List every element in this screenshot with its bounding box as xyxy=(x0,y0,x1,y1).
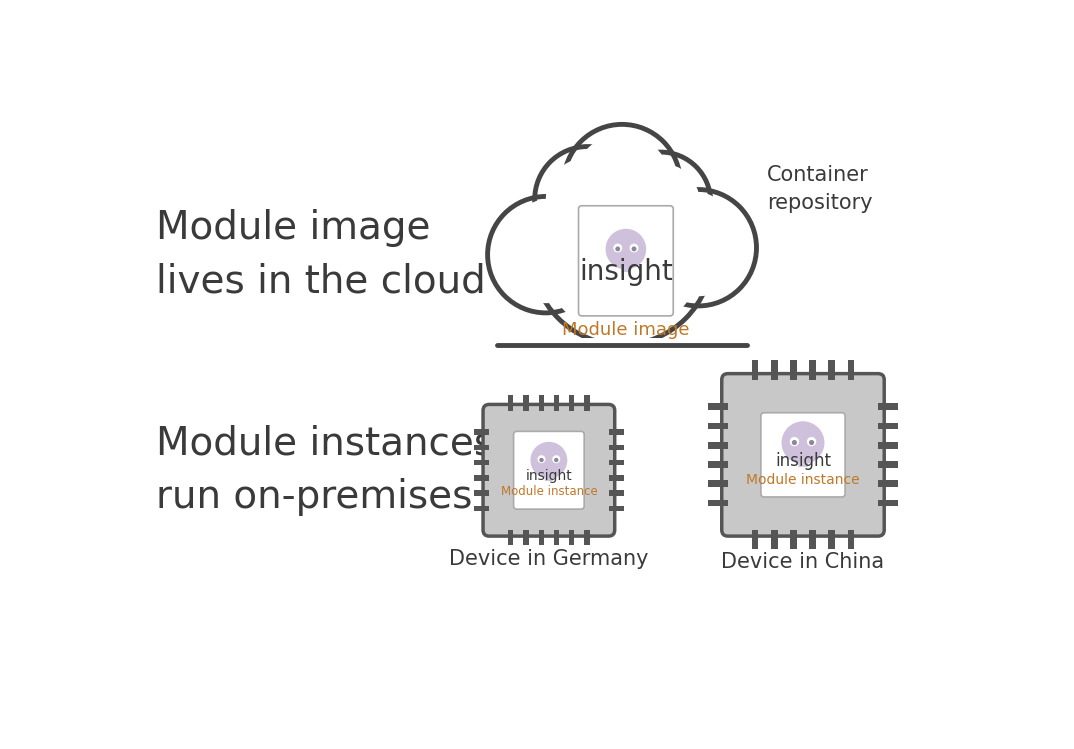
Circle shape xyxy=(807,437,816,446)
Bar xyxy=(584,395,590,410)
Text: Module image
lives in the cloud: Module image lives in the cloud xyxy=(156,209,485,300)
Bar xyxy=(508,530,513,545)
Bar xyxy=(523,530,528,545)
Text: Module instance: Module instance xyxy=(746,473,860,487)
Circle shape xyxy=(541,175,702,335)
Circle shape xyxy=(518,199,574,255)
Text: insight: insight xyxy=(775,452,831,470)
Circle shape xyxy=(574,134,670,231)
FancyBboxPatch shape xyxy=(722,374,884,536)
Circle shape xyxy=(564,124,680,240)
Text: Device in Germany: Device in Germany xyxy=(449,549,649,569)
Bar xyxy=(609,429,624,434)
Bar xyxy=(879,404,898,410)
Bar xyxy=(508,395,513,410)
Bar xyxy=(609,491,624,496)
Bar xyxy=(474,429,490,434)
Bar xyxy=(569,530,575,545)
Bar xyxy=(809,360,816,380)
Circle shape xyxy=(792,440,797,445)
Bar xyxy=(752,530,758,550)
Bar xyxy=(609,445,624,450)
Text: Module instances
run on-premises: Module instances run on-premises xyxy=(156,425,494,516)
Bar xyxy=(569,395,575,410)
Bar xyxy=(523,395,528,410)
FancyBboxPatch shape xyxy=(513,431,584,509)
Text: insight: insight xyxy=(525,469,572,483)
Bar xyxy=(709,404,728,410)
Circle shape xyxy=(782,421,825,464)
Circle shape xyxy=(629,243,638,252)
FancyBboxPatch shape xyxy=(483,404,614,536)
Bar xyxy=(809,530,816,550)
Bar xyxy=(709,500,728,506)
Bar xyxy=(790,530,797,550)
Circle shape xyxy=(622,163,699,240)
FancyBboxPatch shape xyxy=(622,267,630,272)
Bar xyxy=(879,500,898,506)
Text: Module image: Module image xyxy=(562,321,690,339)
Bar xyxy=(474,445,490,450)
Circle shape xyxy=(554,458,558,462)
FancyBboxPatch shape xyxy=(545,476,553,481)
Circle shape xyxy=(615,246,620,252)
Bar xyxy=(609,506,624,511)
Bar xyxy=(538,530,543,545)
Bar xyxy=(497,338,746,352)
Bar xyxy=(709,442,728,449)
Circle shape xyxy=(532,165,712,345)
Bar xyxy=(474,491,490,496)
Bar xyxy=(847,360,855,380)
Text: Device in China: Device in China xyxy=(722,552,885,572)
Bar xyxy=(790,360,797,380)
Circle shape xyxy=(497,206,594,303)
Bar xyxy=(709,422,728,429)
Text: Module instance: Module instance xyxy=(500,485,597,498)
Bar xyxy=(752,360,758,380)
Bar xyxy=(554,530,560,545)
Bar xyxy=(474,460,490,465)
Circle shape xyxy=(650,199,746,297)
Circle shape xyxy=(546,157,629,240)
Circle shape xyxy=(535,147,640,252)
Bar xyxy=(474,475,490,481)
Circle shape xyxy=(552,455,561,463)
Bar xyxy=(609,460,624,465)
Circle shape xyxy=(630,194,692,255)
Circle shape xyxy=(553,196,613,258)
Bar xyxy=(771,360,778,380)
Circle shape xyxy=(632,246,637,252)
Circle shape xyxy=(640,189,756,306)
Bar xyxy=(554,395,560,410)
Circle shape xyxy=(531,442,567,479)
Bar xyxy=(709,461,728,468)
FancyBboxPatch shape xyxy=(579,206,673,316)
Bar xyxy=(879,442,898,449)
FancyBboxPatch shape xyxy=(798,461,808,467)
Bar xyxy=(584,530,590,545)
Circle shape xyxy=(613,243,622,252)
Circle shape xyxy=(537,455,546,463)
Bar xyxy=(879,461,898,468)
Bar xyxy=(879,422,898,429)
Bar xyxy=(771,530,778,550)
Bar xyxy=(828,530,836,550)
Bar xyxy=(828,360,836,380)
Circle shape xyxy=(670,192,726,248)
Text: Container
repository: Container repository xyxy=(767,165,873,213)
Text: insight: insight xyxy=(579,258,672,286)
Bar xyxy=(879,480,898,487)
Circle shape xyxy=(789,437,799,446)
Circle shape xyxy=(488,196,604,313)
FancyBboxPatch shape xyxy=(760,413,845,497)
Bar xyxy=(538,395,543,410)
Bar xyxy=(474,506,490,511)
Circle shape xyxy=(606,228,647,270)
Bar xyxy=(847,530,855,550)
Circle shape xyxy=(809,440,814,445)
Circle shape xyxy=(611,152,711,252)
Bar xyxy=(709,480,728,487)
Bar xyxy=(609,475,624,481)
Circle shape xyxy=(539,458,543,462)
